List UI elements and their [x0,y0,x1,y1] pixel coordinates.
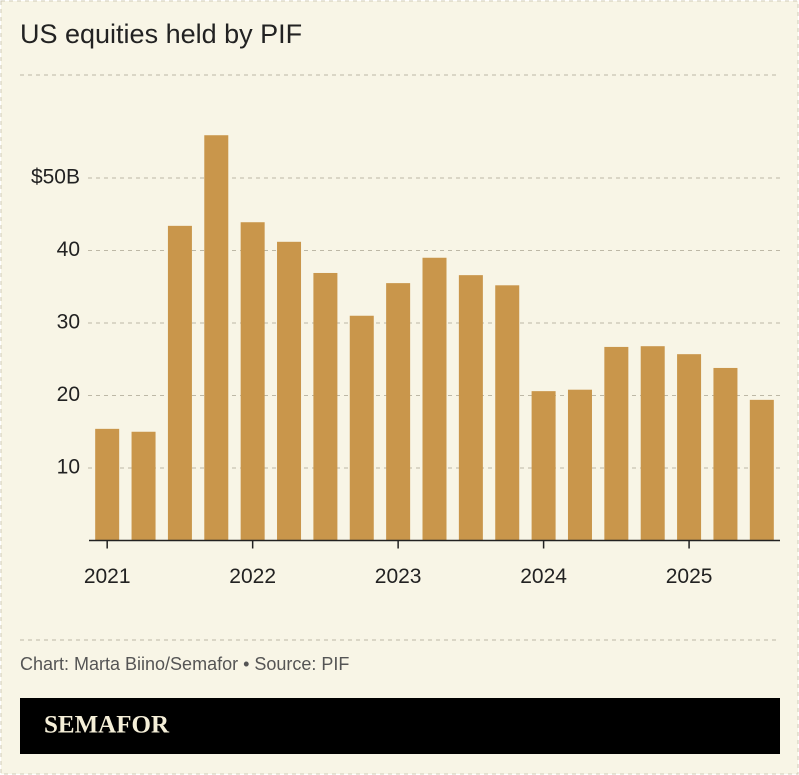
bar [349,315,374,541]
bar [240,222,265,541]
brand-logo: SEMAFOR [44,712,170,739]
bar [313,272,338,541]
bar [422,257,447,541]
bar [495,285,520,541]
bar [677,354,702,541]
x-tick-label: 2022 [229,565,276,588]
chart-title: US equities held by PIF [20,19,302,49]
bar [640,346,665,541]
x-tick-label: 2021 [84,565,131,588]
bar [277,241,302,541]
bar [167,225,192,541]
y-tick-label: 20 [57,383,80,406]
y-tick-label: $50B [31,166,80,189]
bar [713,367,738,541]
x-tick-label: 2024 [520,565,567,588]
bar [204,135,229,541]
bar [531,391,556,541]
bar [604,346,629,541]
bar [95,428,120,541]
y-tick-label: 10 [57,456,80,479]
y-tick-label: 30 [57,311,80,334]
source-note: Chart: Marta Biino/Semafor • Source: PIF [20,654,349,674]
bar [386,283,411,541]
brand-banner [20,698,780,754]
bar [749,399,774,541]
plot: 10 20 30 40 $50B 2021 2022 2023 2024 2025 [31,135,780,588]
bar [567,389,592,541]
x-tick-label: 2023 [375,565,422,588]
x-tick-label: 2025 [666,565,713,588]
y-tick-label: 40 [57,238,80,261]
bar [458,275,483,541]
bar [131,431,156,541]
